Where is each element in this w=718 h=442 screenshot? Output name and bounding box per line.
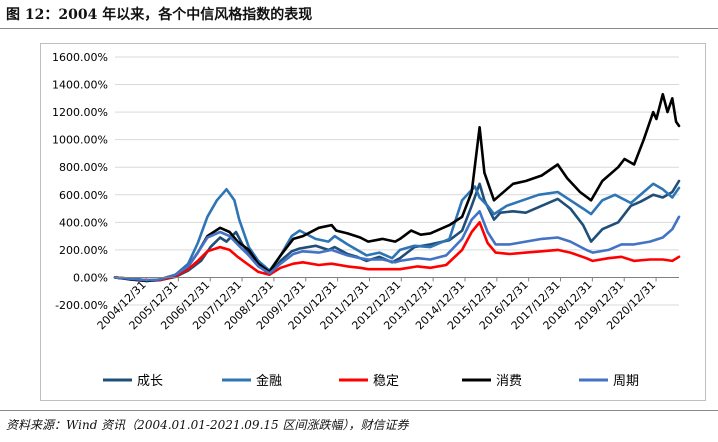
series-line-1: [113, 182, 681, 283]
series-line-4: [113, 210, 681, 282]
legend: 成长 金融 稳定 消费 周期: [103, 373, 639, 389]
series-line-3: [113, 92, 681, 283]
y-tick-label: 1200.00%: [52, 106, 108, 119]
y-tick-label: 400.00%: [59, 216, 108, 229]
title-divider: [0, 28, 718, 29]
source-divider: [0, 410, 718, 411]
line-chart: -200.00% 0.00% 200.00% 400.00% 600.00% 800.00…: [52, 51, 681, 389]
y-tick-label: 200.00%: [59, 244, 108, 257]
chart-frame: -200.00% 0.00% 200.00% 400.00% 600.00% 800.00…: [40, 43, 706, 401]
series-line-2: [113, 221, 681, 282]
y-tick-label: 1000.00%: [52, 134, 108, 147]
y-axis-ticks: -200.00% 0.00% 200.00% 400.00% 600.00% 800.00…: [52, 51, 108, 312]
legend-label-3: 消费: [496, 374, 522, 389]
legend-label-0: 成长: [137, 374, 163, 389]
series-lines: [113, 92, 681, 283]
y-tick-label: 1400.00%: [52, 79, 108, 92]
legend-label-2: 稳定: [373, 373, 399, 389]
legend-label-1: 金融: [256, 373, 282, 389]
legend-label-4: 周期: [613, 374, 639, 389]
y-tick-label: 800.00%: [59, 161, 108, 174]
source-note: 资料来源：Wind 资讯（2004.01.01-2021.09.15 区间涨跌幅…: [6, 418, 409, 432]
y-tick-label: -200.00%: [55, 299, 108, 312]
figure-title: 图 12：2004 年以来，各个中信风格指数的表现: [6, 7, 313, 23]
y-tick-label: 600.00%: [59, 189, 108, 202]
gridlines: [115, 56, 679, 306]
y-tick-label: 0.00%: [73, 271, 108, 284]
y-tick-label: 1600.00%: [52, 51, 108, 64]
